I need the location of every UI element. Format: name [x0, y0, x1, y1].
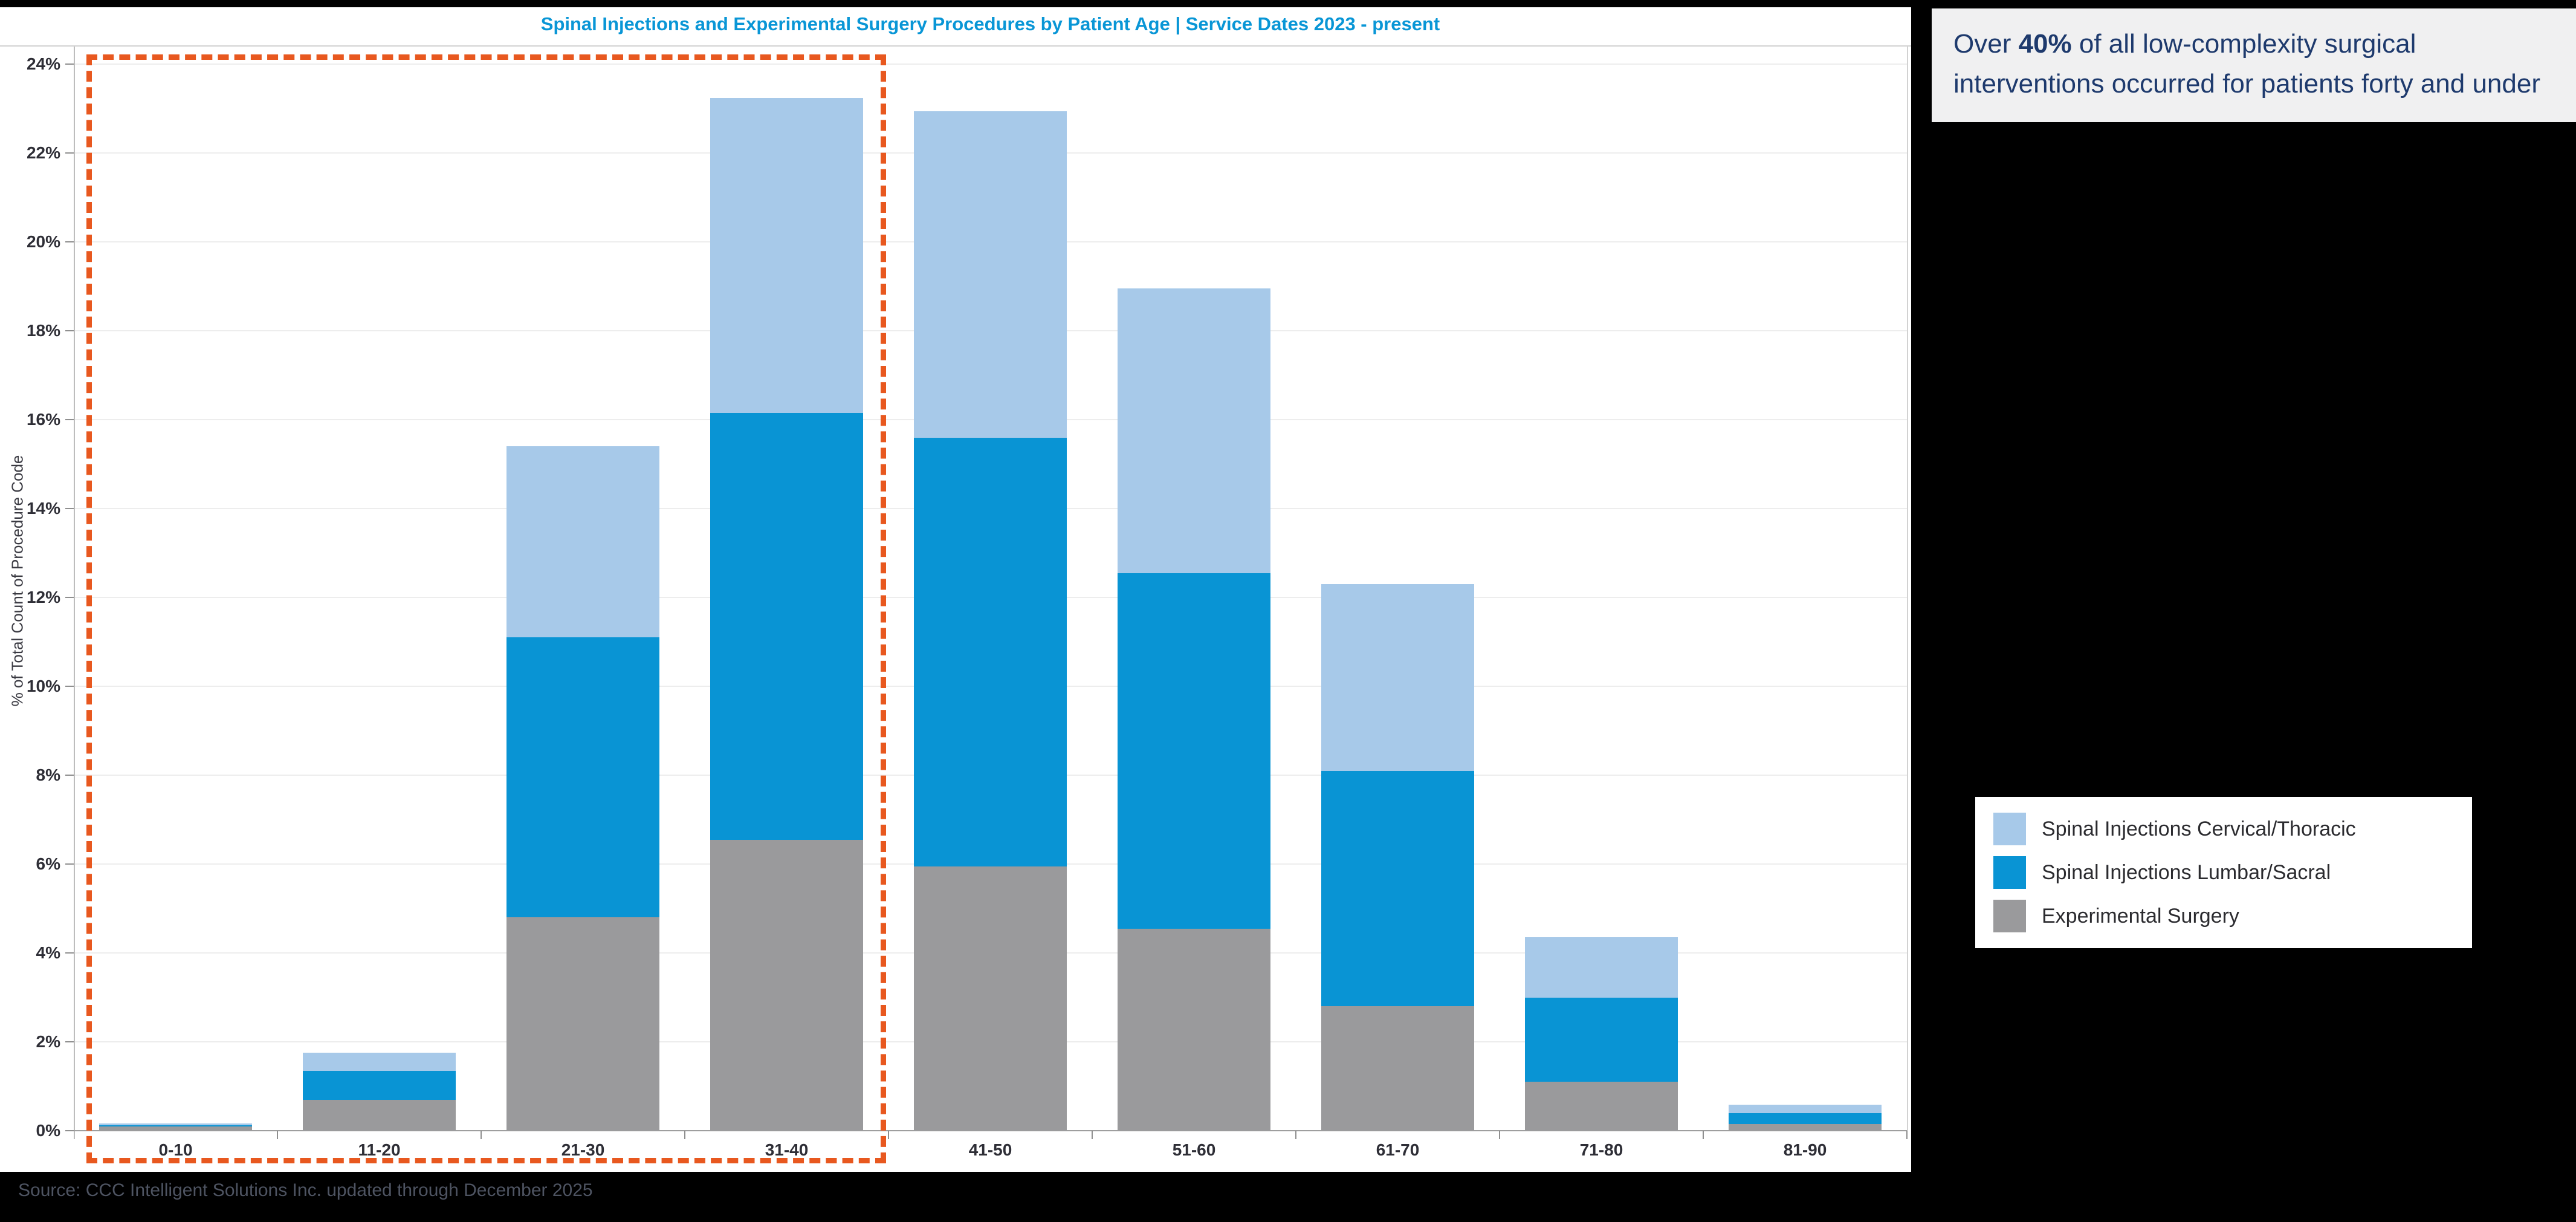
bar-segment[interactable] [914, 437, 1067, 866]
y-axis-tick [65, 1041, 74, 1043]
y-axis-tick-label: 18% [26, 321, 60, 340]
y-axis-tick-label: 8% [36, 765, 60, 785]
y-axis-tick [65, 775, 74, 776]
y-axis-tick-label: 20% [26, 232, 60, 252]
bar-segment[interactable] [1118, 928, 1270, 1131]
plot-area: 0% 2% 4% 6% 8% 10% 12% 14% 16% 18% 20% 22% 24% 0-10 11… [0, 7, 1911, 1172]
y-axis-tick [65, 686, 74, 687]
y-axis-tick-label: 24% [26, 54, 60, 74]
x-axis-tick [1703, 1131, 1704, 1139]
bar-segment[interactable] [303, 1070, 456, 1100]
bar-segment[interactable] [914, 866, 1067, 1131]
legend-label: Spinal Injections Cervical/Thoracic [2042, 817, 2356, 840]
bar-segment[interactable] [710, 97, 863, 414]
bar-segment[interactable] [99, 1123, 252, 1126]
y-axis-tick-label: 14% [26, 499, 60, 518]
y-axis-tick-label: 0% [36, 1121, 60, 1140]
bar-segment[interactable] [506, 637, 659, 918]
chart-title: Spinal Injections and Experimental Surge… [540, 13, 1440, 34]
y-axis-tick [65, 952, 74, 954]
gridline [74, 63, 1907, 65]
y-axis-title-wrap: % of Total Count of Procedure Code [0, 375, 35, 786]
callout-annotation: Over 40% of all low-complexity surgical … [1932, 8, 2576, 122]
x-axis-tick [888, 1131, 889, 1139]
x-axis-tick [481, 1131, 482, 1139]
x-axis-tick [277, 1131, 278, 1139]
x-axis-tick-label: 81-90 [1783, 1140, 1827, 1159]
y-axis-tick [65, 863, 74, 865]
x-axis-tick [684, 1131, 685, 1139]
bar-segment[interactable] [1321, 584, 1474, 771]
y-axis-tick-label: 4% [36, 943, 60, 963]
plot-border-top [0, 45, 1911, 47]
x-axis-tick-label: 21-30 [561, 1140, 605, 1159]
bar-segment[interactable] [1729, 1123, 1882, 1131]
bar-segment[interactable] [710, 413, 863, 840]
x-axis-tick [1295, 1131, 1296, 1139]
bar-segment[interactable] [1118, 288, 1270, 573]
y-axis-tick [65, 597, 74, 599]
x-axis-tick-label: 51-60 [1172, 1140, 1216, 1159]
y-axis-title: % of Total Count of Procedure Code [8, 455, 27, 706]
legend: Spinal Injections Cervical/Thoracic Spina… [1975, 797, 2472, 948]
legend-swatch [1993, 900, 2026, 932]
plot-border-right [1907, 47, 1908, 1131]
bar-segment[interactable] [99, 1125, 252, 1126]
legend-label: Spinal Injections Lumbar/Sacral [2042, 860, 2331, 884]
y-axis-tick-label: 22% [26, 143, 60, 163]
y-axis-tick [65, 330, 74, 332]
bar-segment[interactable] [914, 111, 1067, 438]
y-axis-tick [65, 63, 74, 65]
x-axis-baseline [74, 1130, 1907, 1131]
bar-segment[interactable] [303, 1099, 456, 1131]
bar-segment[interactable] [1729, 1105, 1882, 1113]
y-axis-tick [65, 241, 74, 243]
bar-segment[interactable] [506, 917, 659, 1131]
source-note: Source: CCC Intelligent Solutions Inc. u… [18, 1180, 593, 1200]
bar-segment[interactable] [99, 1126, 252, 1131]
legend-label: Experimental Surgery [2042, 904, 2239, 928]
x-axis-tick [1906, 1131, 1908, 1139]
x-axis-tick-label: 31-40 [765, 1140, 809, 1159]
legend-swatch [1993, 856, 2026, 889]
x-axis-tick-label: 0-10 [158, 1140, 193, 1159]
x-axis-tick [1092, 1131, 1093, 1139]
bar-segment[interactable] [1525, 1082, 1678, 1131]
legend-item[interactable]: Experimental Surgery [1993, 900, 2454, 932]
y-axis-tick-label: 2% [36, 1032, 60, 1051]
y-axis-tick [65, 508, 74, 510]
x-axis-tick-label: 61-70 [1376, 1140, 1420, 1159]
bar-segment[interactable] [1321, 1006, 1474, 1131]
chart-panel: Spinal Injections and Experimental Surge… [0, 7, 1911, 1172]
legend-item[interactable]: Spinal Injections Lumbar/Sacral [1993, 856, 2454, 889]
bar-segment[interactable] [1525, 937, 1678, 998]
y-axis-tick [65, 152, 74, 154]
callout-text-prefix: Over [1953, 29, 2019, 59]
bar-segment[interactable] [303, 1053, 456, 1071]
legend-swatch [1993, 813, 2026, 845]
legend-item[interactable]: Spinal Injections Cervical/Thoracic [1993, 813, 2454, 845]
callout-text-bold: 40% [2018, 29, 2072, 59]
y-axis-tick-label: 6% [36, 854, 60, 874]
bar-segment[interactable] [1118, 573, 1270, 929]
bar-segment[interactable] [506, 446, 659, 638]
bar-segment[interactable] [1321, 770, 1474, 1007]
y-axis-tick-label: 16% [26, 410, 60, 429]
y-axis-tick-label: 10% [26, 677, 60, 696]
under-40-highlight-box [86, 54, 886, 1163]
y-axis-tick [65, 419, 74, 421]
y-axis-tick [65, 1130, 74, 1131]
x-axis-tick-label: 11-20 [358, 1140, 401, 1159]
bar-segment[interactable] [710, 839, 863, 1131]
x-axis-tick-label: 41-50 [968, 1140, 1012, 1159]
bar-segment[interactable] [1729, 1113, 1882, 1124]
y-axis-line [74, 47, 75, 1139]
x-axis-tick-label: 71-80 [1579, 1140, 1623, 1159]
y-axis-tick-label: 12% [26, 588, 60, 607]
callout-text-suffix: of all low-complexity surgical intervent… [1953, 29, 2540, 99]
bar-segment[interactable] [1525, 997, 1678, 1082]
x-axis-tick [1499, 1131, 1500, 1139]
